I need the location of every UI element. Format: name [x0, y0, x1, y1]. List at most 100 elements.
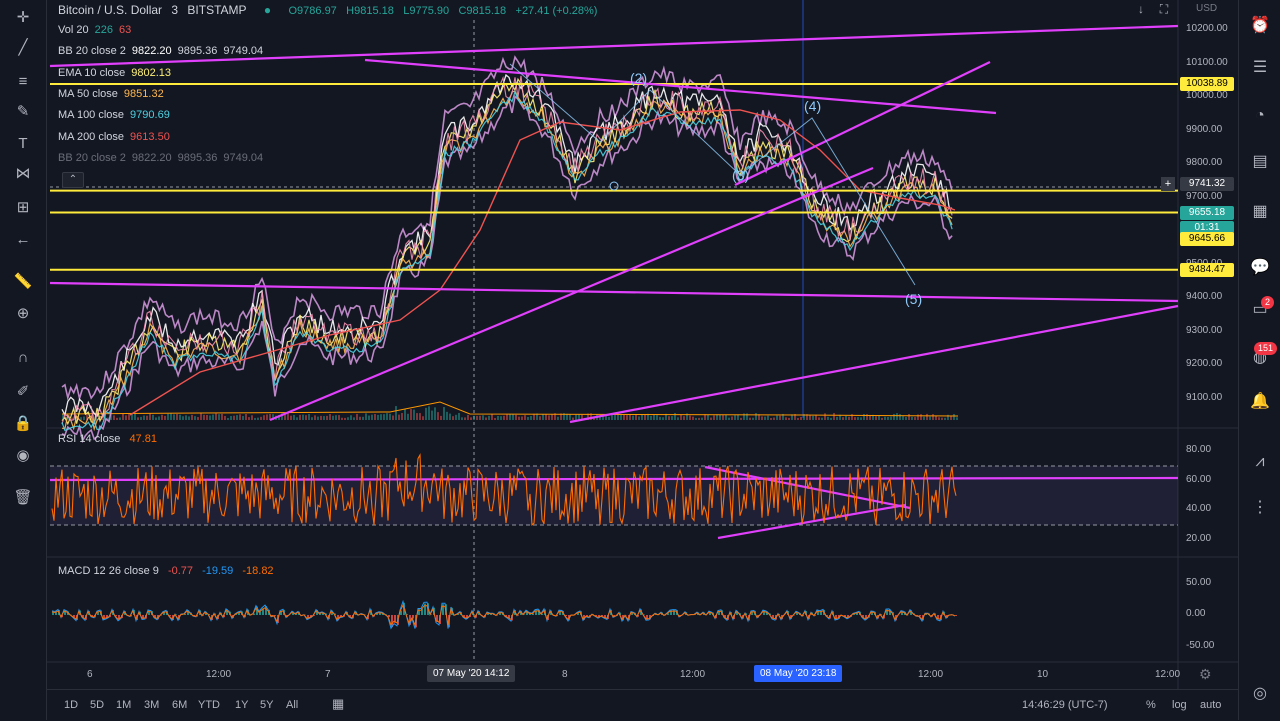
volume-bar [149, 414, 151, 420]
prediction-tool-icon[interactable]: ⊞ [11, 196, 35, 220]
ohlc-high: H9815.18 [346, 5, 394, 17]
symbol-header[interactable]: Bitcoin / U.S. Dollar 3 BITSTAMP ● O9786… [58, 3, 603, 17]
brush-tool-icon[interactable]: ✎ [11, 100, 35, 124]
volume-bar [641, 415, 643, 420]
volume-bar [356, 414, 358, 420]
chat-icon[interactable]: 💬 [1248, 256, 1272, 280]
crosshair-plus-icon[interactable]: + [1161, 177, 1175, 191]
text-tool-icon[interactable]: T [11, 132, 35, 156]
range-button-3m[interactable]: 3M [144, 699, 159, 711]
hotlist-icon[interactable]: ◔ [1248, 104, 1272, 128]
range-button-1m[interactable]: 1M [116, 699, 131, 711]
fib-tool-icon[interactable]: ≡ [11, 70, 35, 94]
log-scale-toggle[interactable]: log [1172, 699, 1187, 711]
chart-trend-icon[interactable]: ⩘ [1248, 450, 1272, 474]
volume-bar [245, 414, 247, 420]
volume-bar [620, 415, 622, 420]
macd-tick-label: 50.00 [1186, 577, 1211, 588]
volume-bar [527, 417, 529, 420]
pattern-tool-icon[interactable]: ⋈ [11, 162, 35, 186]
macd-tick-label: -50.00 [1186, 640, 1214, 651]
volume-bar [482, 415, 484, 420]
magnet-icon[interactable]: ∩ [11, 346, 35, 370]
indicator-value: 9613.50 [130, 131, 170, 143]
symbol-name[interactable]: Bitcoin / U.S. Dollar [58, 3, 162, 17]
volume-bar [548, 415, 550, 420]
crosshair-tool-icon[interactable]: ✛ [11, 6, 35, 30]
volume-bar [749, 418, 751, 420]
trendline-tool-icon[interactable]: ╱ [11, 36, 35, 60]
help-icon[interactable]: ◎ [1248, 682, 1272, 706]
legend-collapse-icon[interactable]: ⌃ [62, 172, 84, 188]
trash-icon[interactable]: 🗑 [11, 486, 35, 510]
volume-bar [257, 418, 259, 420]
time-tick-label: 10 [1037, 669, 1048, 680]
volume-bar [242, 416, 244, 420]
volume-bar [392, 416, 394, 420]
volume-bar [302, 415, 304, 420]
macd-tick-label: 0.00 [1186, 608, 1205, 619]
alarm-clock-icon[interactable]: ⏰ [1248, 14, 1272, 38]
date-range-icon[interactable]: ▦ [332, 696, 344, 712]
volume-bar [395, 406, 397, 420]
ruler-tool-icon[interactable]: 📏 [11, 270, 35, 294]
volume-bar [899, 414, 901, 420]
volume-bar [707, 415, 709, 420]
volume-bar [473, 416, 475, 420]
macd-label: MACD 12 26 close 9 [58, 565, 159, 577]
range-button-5y[interactable]: 5Y [260, 699, 273, 711]
volume-bar [335, 415, 337, 420]
range-button-6m[interactable]: 6M [172, 699, 187, 711]
axis-settings-gear-icon[interactable]: ⚙ [1199, 666, 1212, 683]
volume-bar [230, 416, 232, 420]
ticker-tape-icon[interactable]: ⋮ [1248, 496, 1272, 520]
bell-icon[interactable]: 🔔 [1248, 390, 1272, 414]
clock-time[interactable]: 14:46:29 (UTC-7) [1022, 699, 1108, 711]
macd-line-value: -19.59 [202, 565, 233, 577]
volume-bar [254, 418, 256, 420]
fullscreen-icon[interactable]: ⛶ [1156, 2, 1172, 18]
calendar-icon[interactable]: ▤ [1248, 150, 1272, 174]
rsi-tick-label: 40.00 [1186, 503, 1211, 514]
back-arrow-icon[interactable]: ← [11, 228, 35, 252]
volume-bar [452, 416, 454, 420]
auto-scale-toggle[interactable]: auto [1200, 699, 1221, 711]
volume-bar [455, 415, 457, 420]
volume-bar [551, 415, 553, 420]
range-button-1d[interactable]: 1D [64, 699, 78, 711]
volume-bar [194, 416, 196, 420]
range-button-5d[interactable]: 5D [90, 699, 104, 711]
volume-bar [287, 413, 289, 420]
price-tag: 9645.66 [1180, 232, 1234, 246]
time-tick-label: 7 [325, 669, 331, 680]
range-button-all[interactable]: All [286, 699, 298, 711]
pencil-lock-icon[interactable]: ✐ [11, 380, 35, 404]
watchlist-icon[interactable]: ☰ [1248, 56, 1272, 80]
volume-bar [221, 414, 223, 420]
macd-hist-bar [442, 604, 444, 615]
volume-bar [266, 414, 268, 420]
currency-label[interactable]: USD [1196, 3, 1217, 14]
volume-bar [80, 417, 82, 420]
volume-bar [134, 413, 136, 420]
eye-icon[interactable]: ◉ [11, 444, 35, 468]
volume-bar [521, 416, 523, 420]
volume-bar [713, 415, 715, 420]
zoom-in-icon[interactable]: ⊕ [11, 302, 35, 326]
volume-bar [317, 417, 319, 420]
percent-scale-toggle[interactable]: % [1146, 699, 1156, 711]
scroll-down-icon[interactable]: ↓ [1133, 2, 1149, 18]
lock-icon[interactable]: 🔒 [11, 412, 35, 436]
range-button-ytd[interactable]: YTD [198, 699, 220, 711]
range-button-1y[interactable]: 1Y [235, 699, 248, 711]
symbol-interval[interactable]: 3 [171, 3, 178, 17]
data-window-icon[interactable]: ▦ [1248, 200, 1272, 224]
